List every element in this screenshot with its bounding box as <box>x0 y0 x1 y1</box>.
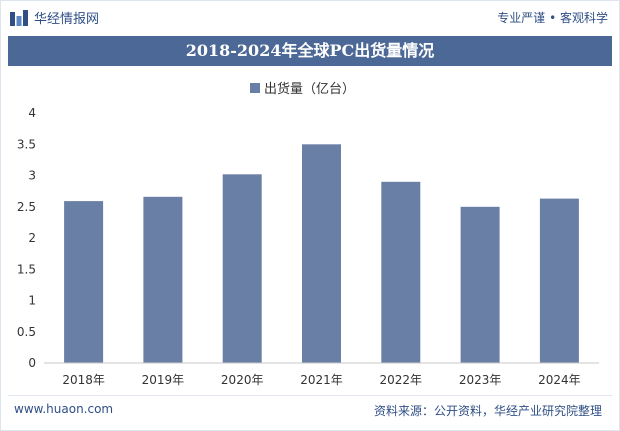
tagline: 专业严谨 • 客观科学 <box>497 11 608 25</box>
bar-2019年 <box>143 196 183 364</box>
chart-title: 2018-2024年全球PC出货量情况 <box>8 36 612 66</box>
x-tick-label: 2023年 <box>459 373 502 387</box>
bar-logo-icon <box>10 9 28 26</box>
y-tick-label: 1.5 <box>17 262 36 276</box>
y-tick-label: 0 <box>28 356 36 370</box>
x-tick-label: 2022年 <box>380 373 423 387</box>
legend-swatch <box>250 83 260 93</box>
y-tick-label: 4 <box>28 106 36 120</box>
x-tick-label: 2024年 <box>538 373 581 387</box>
brand-logo[interactable]: 华经情报网 <box>10 8 99 27</box>
bar-chart: 出货量（亿台） 0 0.5 1 1.5 2 2.5 3 3.5 4 2018年 2019年 2020… <box>17 81 599 387</box>
legend: 出货量（亿台） <box>250 81 355 97</box>
bar-2020年 <box>222 174 262 364</box>
y-tick-label: 0.5 <box>17 325 36 339</box>
y-tick-label: 3 <box>28 169 36 183</box>
footer-divider <box>8 395 612 396</box>
footer-source: 资料来源：公开资料，华经产业研究院整理 <box>373 404 602 418</box>
y-tick-label: 1 <box>28 294 36 308</box>
header: 华经情报网 专业严谨 • 客观科学 <box>0 0 620 34</box>
footer-url[interactable]: www.huaon.com <box>14 402 114 416</box>
y-axis: 0 0.5 1 1.5 2 2.5 3 3.5 4 <box>17 106 36 370</box>
bars <box>64 144 579 364</box>
x-axis-labels: 2018年 2019年 2020年 2021年 2022年 2023年 2024年 <box>62 373 580 387</box>
bar-2018年 <box>64 201 104 363</box>
bar-2021年 <box>302 144 341 364</box>
x-tick-label: 2019年 <box>142 373 185 387</box>
y-tick-label: 2.5 <box>17 200 36 214</box>
brand-name: 华经情报网 <box>34 12 100 27</box>
x-tick-label: 2018年 <box>62 373 105 387</box>
bar-2023年 <box>460 206 500 364</box>
bar-2022年 <box>381 181 421 364</box>
legend-label: 出货量（亿台） <box>264 81 355 97</box>
bar-2024年 <box>539 198 579 363</box>
y-tick-label: 3.5 <box>17 137 36 151</box>
y-tick-label: 2 <box>28 231 36 245</box>
x-tick-label: 2021年 <box>300 373 343 387</box>
x-tick-label: 2020年 <box>221 373 264 387</box>
